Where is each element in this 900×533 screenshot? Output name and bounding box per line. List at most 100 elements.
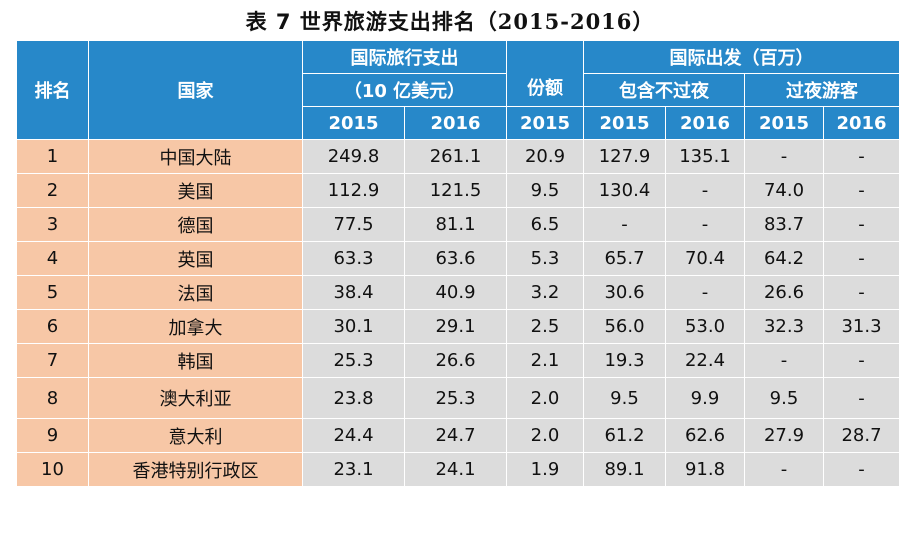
rank-cell: 3 [16, 207, 89, 242]
overnight-2015-cell: 64.2 [744, 241, 824, 276]
spend-2015-cell: 249.8 [302, 139, 405, 174]
table-row: 6 加拿大 30.1 29.1 2.5 56.0 53.0 32.3 31.3 [16, 309, 900, 344]
incl-2016-cell: 91.8 [665, 452, 745, 487]
spend-2015-cell: 25.3 [302, 343, 405, 378]
spend-2016-cell: 121.5 [404, 173, 507, 208]
header-rank: 排名 [16, 40, 89, 140]
rank-cell: 5 [16, 275, 89, 310]
incl-2016-cell: 135.1 [665, 139, 745, 174]
spend-2016-cell: 40.9 [404, 275, 507, 310]
overnight-2016-cell: - [823, 377, 900, 419]
header-year: 2016 [823, 106, 900, 140]
overnight-2016-cell: 28.7 [823, 418, 900, 453]
incl-2015-cell: - [583, 207, 666, 242]
incl-2016-cell: - [665, 275, 745, 310]
share-cell: 20.9 [506, 139, 584, 174]
incl-2015-cell: 65.7 [583, 241, 666, 276]
spend-2015-cell: 23.1 [302, 452, 405, 487]
spend-2015-cell: 38.4 [302, 275, 405, 310]
incl-2016-cell: 22.4 [665, 343, 745, 378]
header-year: 2016 [404, 106, 507, 140]
header-share-blank: 份额 [506, 40, 584, 107]
overnight-2016-cell: - [823, 343, 900, 378]
tourism-spending-table: 排名 国家 国际旅行支出 份额 国际出发（百万） （10 亿美元） 包含不过夜 … [16, 40, 900, 487]
share-cell: 2.5 [506, 309, 584, 344]
country-cell: 中国大陆 [88, 139, 303, 174]
overnight-2015-cell: 27.9 [744, 418, 824, 453]
share-cell: 9.5 [506, 173, 584, 208]
share-cell: 6.5 [506, 207, 584, 242]
spend-2016-cell: 24.1 [404, 452, 507, 487]
country-cell: 意大利 [88, 418, 303, 453]
overnight-2016-cell: - [823, 173, 900, 208]
header-overnight: 过夜游客 [744, 73, 900, 107]
country-cell: 美国 [88, 173, 303, 208]
spend-2015-cell: 24.4 [302, 418, 405, 453]
header-spend-unit: （10 亿美元） [302, 73, 507, 107]
spend-2015-cell: 112.9 [302, 173, 405, 208]
country-cell: 澳大利亚 [88, 377, 303, 419]
rank-cell: 2 [16, 173, 89, 208]
overnight-2016-cell: 31.3 [823, 309, 900, 344]
table-row: 9 意大利 24.4 24.7 2.0 61.2 62.6 27.9 28.7 [16, 418, 900, 453]
table-row: 1 中国大陆 249.8 261.1 20.9 127.9 135.1 - - [16, 139, 900, 174]
overnight-2015-cell: - [744, 452, 824, 487]
overnight-2016-cell: - [823, 452, 900, 487]
header-spend: 国际旅行支出 [302, 40, 507, 74]
rank-cell: 1 [16, 139, 89, 174]
header-year: 2015 [744, 106, 824, 140]
spend-2015-cell: 30.1 [302, 309, 405, 344]
spend-2015-cell: 63.3 [302, 241, 405, 276]
overnight-2015-cell: 74.0 [744, 173, 824, 208]
share-cell: 3.2 [506, 275, 584, 310]
rank-cell: 9 [16, 418, 89, 453]
incl-2016-cell: 70.4 [665, 241, 745, 276]
spend-2015-cell: 77.5 [302, 207, 405, 242]
table-row: 3 德国 77.5 81.1 6.5 - - 83.7 - [16, 207, 900, 242]
incl-2015-cell: 130.4 [583, 173, 666, 208]
spend-2016-cell: 24.7 [404, 418, 507, 453]
header-share: 份额 [527, 78, 563, 99]
country-cell: 法国 [88, 275, 303, 310]
header-incl-overnight: 包含不过夜 [583, 73, 745, 107]
rank-cell: 8 [16, 377, 89, 419]
spend-2016-cell: 25.3 [404, 377, 507, 419]
country-cell: 英国 [88, 241, 303, 276]
table-row: 4 英国 63.3 63.6 5.3 65.7 70.4 64.2 - [16, 241, 900, 276]
incl-2016-cell: - [665, 207, 745, 242]
table-row: 7 韩国 25.3 26.6 2.1 19.3 22.4 - - [16, 343, 900, 378]
spend-2015-cell: 23.8 [302, 377, 405, 419]
spend-2016-cell: 26.6 [404, 343, 507, 378]
incl-2016-cell: 53.0 [665, 309, 745, 344]
country-cell: 香港特别行政区 [88, 452, 303, 487]
overnight-2015-cell: 26.6 [744, 275, 824, 310]
spend-2016-cell: 81.1 [404, 207, 507, 242]
header-year: 2016 [665, 106, 745, 140]
header-departures: 国际出发（百万） [583, 40, 900, 74]
header-year: 2015 [302, 106, 405, 140]
table-row: 2 美国 112.9 121.5 9.5 130.4 - 74.0 - [16, 173, 900, 208]
table-row: 5 法国 38.4 40.9 3.2 30.6 - 26.6 - [16, 275, 900, 310]
country-cell: 德国 [88, 207, 303, 242]
overnight-2015-cell: 32.3 [744, 309, 824, 344]
incl-2016-cell: 9.9 [665, 377, 745, 419]
title-years: 2015-2016 [497, 9, 633, 34]
overnight-2016-cell: - [823, 139, 900, 174]
incl-2016-cell: 62.6 [665, 418, 745, 453]
spend-2016-cell: 261.1 [404, 139, 507, 174]
overnight-2016-cell: - [823, 241, 900, 276]
title-close: ） [632, 10, 655, 34]
overnight-2015-cell: - [744, 139, 824, 174]
incl-2015-cell: 9.5 [583, 377, 666, 419]
rank-cell: 4 [16, 241, 89, 276]
share-cell: 2.1 [506, 343, 584, 378]
incl-2015-cell: 61.2 [583, 418, 666, 453]
overnight-2015-cell: - [744, 343, 824, 378]
incl-2015-cell: 56.0 [583, 309, 666, 344]
spend-2016-cell: 29.1 [404, 309, 507, 344]
incl-2015-cell: 30.6 [583, 275, 666, 310]
country-cell: 韩国 [88, 343, 303, 378]
table-row: 8 澳大利亚 23.8 25.3 2.0 9.5 9.9 9.5 - [16, 377, 900, 419]
overnight-2015-cell: 83.7 [744, 207, 824, 242]
spend-2016-cell: 63.6 [404, 241, 507, 276]
